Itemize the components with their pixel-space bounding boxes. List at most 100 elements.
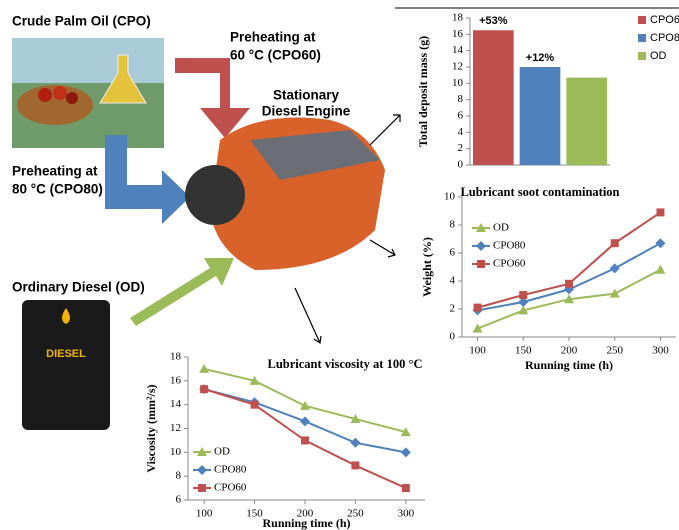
- photo-sky: [12, 38, 164, 83]
- arrow-od: [130, 258, 234, 326]
- legend-label: CPO60: [214, 482, 247, 494]
- y-tick-label: 6: [450, 247, 456, 259]
- y-tick-label: 18: [170, 351, 182, 363]
- arrow-cpo60: [175, 58, 250, 138]
- legend-label: OD: [650, 50, 667, 62]
- x-tick-label: 250: [606, 345, 623, 357]
- arrow: [294, 287, 322, 345]
- x-tick-label: 300: [398, 508, 415, 520]
- bar: [519, 67, 561, 165]
- marker: [518, 305, 529, 315]
- legend-label: CPO80: [214, 464, 247, 476]
- marker: [518, 297, 529, 307]
- x-tick-label: 200: [297, 508, 314, 520]
- legend-swatch: [638, 34, 646, 42]
- y-tick-label: 16: [452, 28, 464, 40]
- legend-marker: [197, 447, 207, 456]
- y-tick-label: 12: [170, 422, 181, 434]
- bar: [473, 30, 514, 165]
- y-tick-label: 10: [170, 446, 182, 458]
- marker: [250, 400, 259, 409]
- marker: [564, 294, 574, 304]
- arrow-cpo80: [105, 135, 190, 224]
- x-axis-title: Running time (h): [525, 358, 613, 372]
- legend-marker: [197, 465, 207, 475]
- y-tick-label: 4: [458, 126, 464, 138]
- bar: [566, 77, 607, 165]
- legend-marker: [198, 484, 206, 492]
- label: 80 °C (CPO80): [12, 182, 103, 197]
- fruit: [53, 86, 67, 100]
- y-tick-label: 8: [458, 93, 464, 105]
- y-axis-title: Weight (%): [420, 237, 434, 297]
- marker: [400, 447, 411, 458]
- chart-title: Lubricant soot contamination: [460, 185, 619, 199]
- x-tick-label: 100: [196, 508, 213, 520]
- marker: [519, 291, 528, 299]
- legend-marker: [476, 223, 486, 232]
- marker: [609, 263, 620, 274]
- chart-title: Lubricant viscosity at 100 °C: [268, 357, 423, 371]
- x-tick-label: 150: [246, 508, 263, 520]
- y-tick-label: 14: [452, 44, 464, 56]
- marker: [300, 436, 309, 445]
- annotation: +12%: [526, 52, 555, 64]
- marker: [565, 279, 573, 288]
- barrel-label: DIESEL: [46, 348, 86, 360]
- y-tick-label: 10: [444, 191, 456, 203]
- marker: [610, 239, 619, 248]
- y-axis-title: Total deposit mass (g): [416, 36, 430, 147]
- x-tick-label: 300: [652, 345, 669, 357]
- fruit: [38, 88, 52, 102]
- engine-top: [250, 130, 380, 180]
- y-tick-label: 8: [176, 470, 182, 482]
- marker: [351, 461, 360, 470]
- engine-fan: [185, 165, 245, 225]
- x-tick-label: 250: [347, 508, 364, 520]
- marker: [401, 484, 410, 493]
- label: Ordinary Diesel (OD): [12, 280, 145, 295]
- marker: [199, 363, 210, 373]
- marker: [656, 208, 665, 217]
- label: Stationary: [273, 88, 340, 103]
- marker: [200, 385, 209, 394]
- pointer-arrows: [294, 114, 401, 345]
- y-tick-label: 6: [176, 494, 182, 506]
- legend-label: CPO80: [650, 32, 679, 44]
- y-tick-label: 2: [458, 142, 464, 154]
- x-axis-title: Running time (h): [262, 516, 350, 530]
- marker: [299, 400, 310, 410]
- y-tick-label: 18: [452, 12, 464, 24]
- label: Diesel Engine: [262, 104, 351, 119]
- y-tick-label: 4: [450, 275, 456, 287]
- label: 60 °C (CPO60): [230, 48, 321, 63]
- y-tick-label: 0: [450, 331, 456, 343]
- legend-swatch: [638, 52, 646, 60]
- legend-label: CPO60: [650, 14, 679, 26]
- fruit: [66, 92, 78, 104]
- x-tick-label: 100: [469, 345, 486, 357]
- legend-label: OD: [493, 222, 509, 234]
- y-tick-label: 14: [170, 398, 182, 410]
- y-tick-label: 6: [458, 110, 464, 122]
- label: Preheating at: [230, 30, 316, 45]
- x-tick-label: 150: [515, 345, 532, 357]
- y-tick-label: 10: [452, 77, 464, 89]
- barrel: [22, 300, 110, 430]
- label: Preheating at: [12, 164, 98, 179]
- annotation: +53%: [479, 15, 508, 27]
- arrow: [369, 114, 401, 146]
- marker: [400, 427, 411, 437]
- y-axis-title: Viscosity (mm²/s): [144, 384, 158, 472]
- marker: [299, 416, 310, 427]
- marker: [350, 413, 361, 423]
- legend-label: CPO80: [493, 240, 526, 252]
- arrow: [369, 239, 396, 258]
- legend-marker: [476, 241, 486, 251]
- marker: [472, 323, 483, 333]
- y-tick-label: 12: [452, 61, 463, 73]
- marker: [655, 238, 666, 249]
- legend-label: CPO60: [493, 258, 526, 270]
- y-tick-label: 8: [450, 219, 456, 231]
